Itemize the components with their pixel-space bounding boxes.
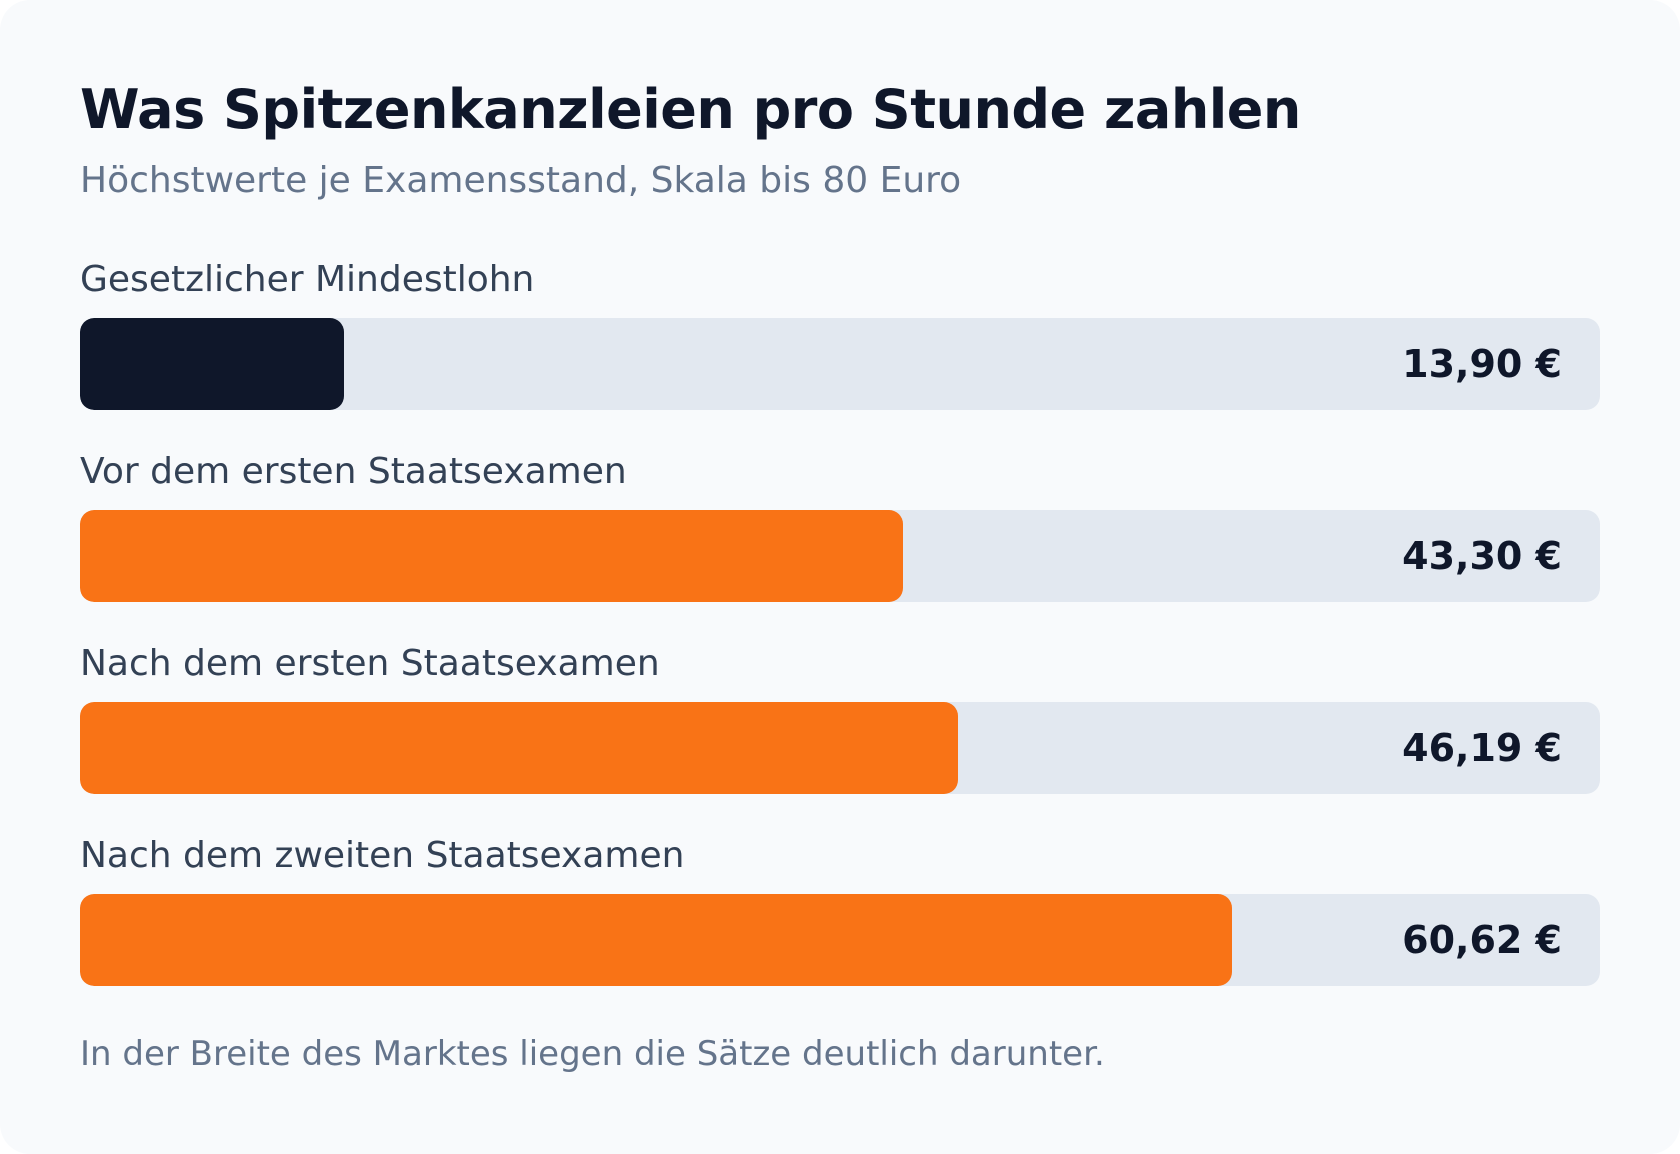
bar: [80, 894, 1232, 986]
bar-value-label: 13,90 €: [1402, 342, 1562, 386]
bar: [80, 510, 903, 602]
bar-row: Nach dem zweiten Staatsexamen 60,62 €: [80, 832, 1600, 1024]
bar-row: Gesetzlicher Mindestlohn 13,90 €: [80, 256, 1600, 448]
bar-track: 13,90 €: [80, 318, 1600, 410]
bar: [80, 318, 344, 410]
bar-category-label: Nach dem zweiten Staatsexamen: [80, 835, 685, 876]
bar-value-label: 46,19 €: [1402, 726, 1562, 770]
bar-value-label: 60,62 €: [1402, 918, 1562, 962]
bar-list: Gesetzlicher Mindestlohn 13,90 € Vor dem e…: [80, 256, 1600, 1024]
chart-title: Was Spitzenkanzleien pro Stunde zahlen: [80, 78, 1301, 141]
bar-track: 46,19 €: [80, 702, 1600, 794]
bar-row: Nach dem ersten Staatsexamen 46,19 €: [80, 640, 1600, 832]
bar-category-label: Gesetzlicher Mindestlohn: [80, 259, 535, 300]
bar-category-label: Nach dem ersten Staatsexamen: [80, 643, 660, 684]
bar: [80, 702, 958, 794]
chart-subtitle: Höchstwerte je Examensstand, Skala bis 8…: [80, 160, 962, 201]
bar-track: 60,62 €: [80, 894, 1600, 986]
bar-value-label: 43,30 €: [1402, 534, 1562, 578]
bar-track: 43,30 €: [80, 510, 1600, 602]
bar-category-label: Vor dem ersten Staatsexamen: [80, 451, 627, 492]
bar-row: Vor dem ersten Staatsexamen 43,30 €: [80, 448, 1600, 640]
chart-footnote: In der Breite des Marktes liegen die Sät…: [80, 1034, 1105, 1074]
